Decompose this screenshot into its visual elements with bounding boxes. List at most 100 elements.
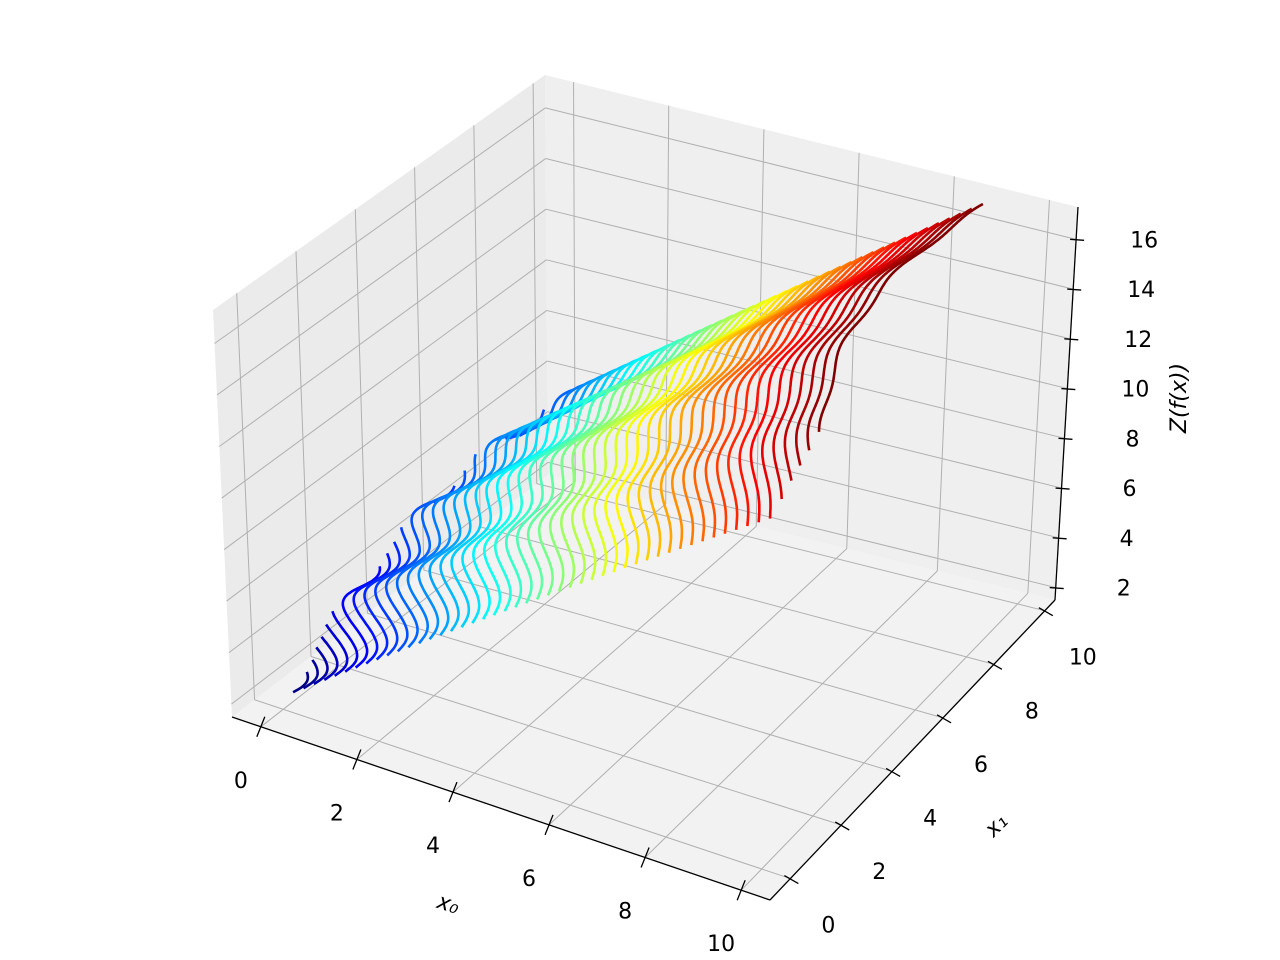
- floor-pane: [232, 475, 1055, 900]
- z-tick-label: 4: [1120, 527, 1134, 552]
- grid-line: [547, 360, 1062, 489]
- z-tick: [1058, 437, 1073, 440]
- grid-line: [231, 461, 549, 705]
- y-axis-line: [769, 599, 1056, 901]
- grid-line: [295, 251, 312, 657]
- grid-line: [223, 310, 548, 550]
- left-pane: [213, 75, 548, 717]
- grid-line: [480, 526, 995, 665]
- contour-line: [738, 236, 907, 527]
- grid-line: [546, 309, 1065, 439]
- y-tick: [987, 660, 1003, 670]
- contour-line: [806, 207, 973, 451]
- contour-line: [363, 541, 401, 661]
- panes: [213, 75, 1078, 900]
- y-tick-label: 2: [872, 860, 886, 885]
- z-tick: [1070, 238, 1085, 241]
- grid-line: [214, 107, 546, 344]
- contour-line: [817, 202, 984, 432]
- contour-line: [302, 659, 319, 690]
- x-tick-label: 8: [618, 900, 632, 925]
- grid-line: [545, 208, 1071, 340]
- x-tick-label: 10: [707, 932, 735, 957]
- contour-line: [704, 251, 875, 538]
- y-tick-label: 0: [821, 914, 835, 939]
- z-tick-label: 2: [1117, 577, 1131, 602]
- grid-line: [936, 176, 955, 572]
- z-tick-label: 8: [1125, 427, 1139, 452]
- x-tick: [640, 847, 650, 868]
- z-tick-label: 6: [1123, 477, 1137, 502]
- z-tick-label: 16: [1130, 228, 1158, 253]
- grid-line: [547, 411, 1059, 539]
- contour-line: [292, 671, 310, 694]
- z-tick-label: 12: [1124, 328, 1152, 353]
- contour-line: [761, 226, 929, 519]
- y-tick-label: 10: [1069, 646, 1097, 671]
- y-tick: [885, 767, 901, 777]
- contours: [292, 202, 984, 694]
- z-tick: [1049, 586, 1064, 590]
- grid-line: [219, 208, 547, 447]
- grid-line: [740, 592, 1029, 891]
- contour-line: [693, 255, 864, 542]
- z-tick: [1055, 487, 1070, 490]
- contour-line: [783, 217, 951, 481]
- x-tick-label: 2: [330, 801, 344, 826]
- grid-line: [532, 83, 538, 484]
- y-tick-label: 6: [974, 753, 988, 778]
- x-tick: [544, 814, 554, 836]
- contour-line: [325, 623, 349, 677]
- grid-line: [1027, 199, 1050, 594]
- grid-line: [414, 167, 425, 571]
- z-tick-label: 14: [1127, 278, 1155, 303]
- grid-line: [665, 105, 670, 505]
- grid-line: [546, 259, 1068, 390]
- axes: 0 2 4 6 8 10 0 2 4 6 8 10 2 4 6 8 10 12 14 16: [231, 206, 1158, 957]
- x-tick-label: 4: [426, 834, 440, 859]
- z-axis-label: Z(f(x)): [1167, 363, 1192, 434]
- contour-line: [772, 222, 940, 500]
- x-tick: [256, 716, 266, 738]
- x-axis-line: [231, 716, 771, 901]
- grid-line: [354, 209, 368, 614]
- grid: [214, 82, 1077, 891]
- y-tick-label: 8: [1025, 699, 1039, 724]
- grid-line: [473, 125, 481, 527]
- grid-line: [548, 548, 848, 826]
- contour-line: [331, 610, 359, 673]
- y-axis-label: x₁: [979, 809, 1013, 843]
- grid-line: [367, 612, 893, 772]
- grid-line: [573, 82, 576, 482]
- grid-line: [221, 259, 547, 499]
- contour-line: [715, 246, 885, 534]
- z-axis-line: [1054, 206, 1079, 601]
- grid-line: [216, 158, 546, 396]
- grid-line: [452, 525, 757, 793]
- contour-line: [795, 212, 962, 466]
- y-tick: [936, 714, 952, 724]
- contour-line: [320, 635, 339, 682]
- contour-line: [749, 231, 918, 523]
- y-tick-label: 4: [923, 806, 937, 831]
- y-tick: [834, 821, 850, 831]
- grid-line: [846, 152, 860, 549]
- y-tick: [784, 875, 799, 885]
- grid-line: [310, 656, 842, 826]
- grid-line: [254, 699, 791, 880]
- z-tick: [1067, 288, 1082, 291]
- z-tick: [1061, 387, 1076, 391]
- grid-line: [536, 483, 1045, 612]
- grid-line: [545, 158, 1074, 290]
- back-pane: [545, 75, 1078, 600]
- grid-line: [644, 570, 938, 858]
- grid-line: [356, 503, 667, 760]
- x-axis-label: x₀: [433, 889, 463, 920]
- z-tick: [1064, 338, 1079, 341]
- y-tick: [1038, 607, 1054, 617]
- contour-line: [727, 241, 896, 531]
- x-tick: [736, 879, 746, 901]
- x-tick-label: 0: [234, 769, 248, 794]
- grid-line: [226, 360, 548, 602]
